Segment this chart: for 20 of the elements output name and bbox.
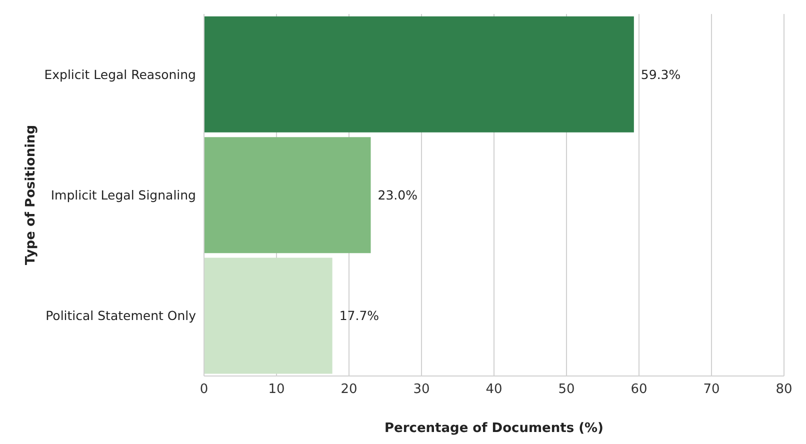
x-tick-label: 50 bbox=[558, 382, 575, 398]
y-tick-label: Implicit Legal Signaling bbox=[50, 187, 196, 202]
y-axis-title: Type of Positioning bbox=[24, 124, 39, 265]
x-tick-label: 80 bbox=[776, 382, 792, 398]
x-tick-label: 40 bbox=[486, 382, 502, 398]
y-tick-label: Political Statement Only bbox=[46, 308, 197, 324]
data-label: 17.7% bbox=[339, 308, 380, 324]
data-label: 23.0% bbox=[378, 188, 418, 203]
x-axis-title: Percentage of Documents (%) bbox=[384, 421, 604, 436]
y-tick-label: Explicit Legal Reasoning bbox=[44, 66, 196, 82]
bar bbox=[204, 16, 634, 132]
bar bbox=[204, 137, 371, 254]
data-label: 59.3% bbox=[640, 66, 681, 82]
bar bbox=[204, 258, 332, 374]
x-tick-label: 60 bbox=[630, 382, 648, 398]
x-tick-label: 10 bbox=[268, 382, 285, 398]
x-tick-label: 30 bbox=[413, 382, 430, 398]
x-tick-label: 20 bbox=[340, 382, 358, 398]
x-tick-label: 70 bbox=[703, 382, 720, 398]
x-tick-label: 0 bbox=[200, 382, 208, 398]
